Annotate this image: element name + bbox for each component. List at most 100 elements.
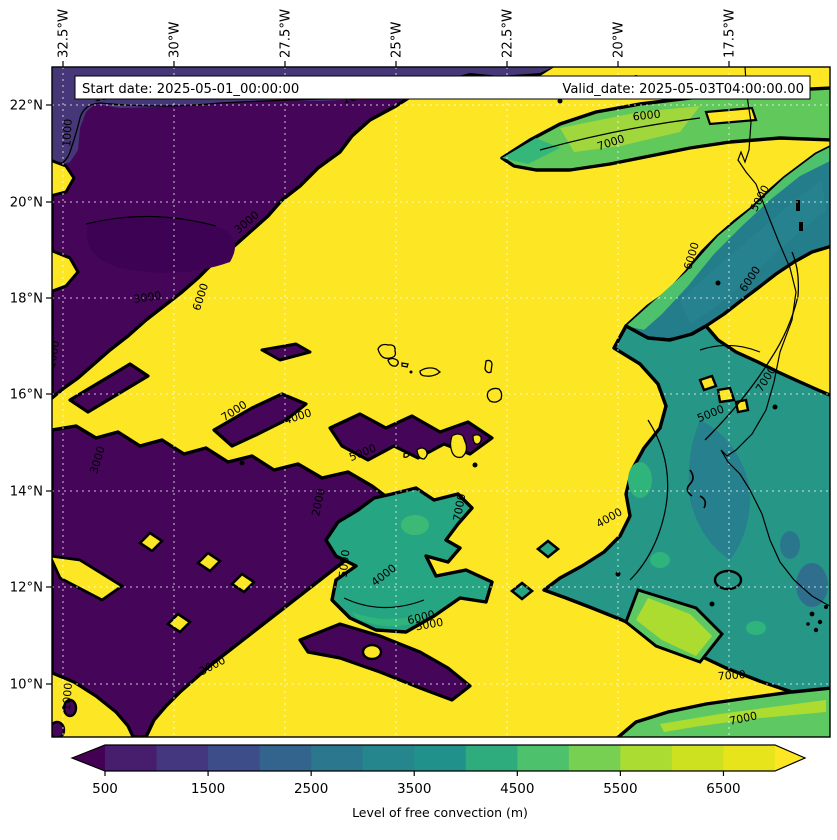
- colorbar-under-arrow: [72, 745, 105, 771]
- green-band-inner-contour: [539, 117, 701, 151]
- teal-mass-inner-contour2: [699, 344, 761, 353]
- colorbar-segment: [259, 745, 312, 771]
- contour-label-3000: 3000: [133, 289, 163, 306]
- contour-label-3000: 3000: [414, 616, 444, 634]
- top-tick-label: 22.5°W: [501, 9, 516, 58]
- yellow-notch-2: [52, 249, 80, 293]
- colorbar-tick-label: 6500: [706, 781, 740, 797]
- top-tick-label: 20°W: [612, 22, 627, 58]
- cape-verde-islands: [377, 343, 503, 460]
- top-axis-ticks: 32.5°W 30°W 27.5°W 25°W 22.5°W 20°W 17.5°W: [57, 9, 738, 67]
- black-dot-8: [239, 460, 245, 466]
- island-maio: [472, 434, 482, 445]
- annotation-band: [74, 75, 811, 100]
- colorbar-segment: [105, 745, 158, 771]
- green-strip-inner-light: [660, 700, 826, 732]
- teal-mass-light2: [650, 552, 670, 568]
- colorbar-segment: [465, 745, 518, 771]
- purple-strip-a: [68, 362, 150, 414]
- colorbar-segment: [517, 745, 570, 771]
- left-tick-label: 12°N: [10, 581, 43, 596]
- teal-diamond-1: [535, 539, 561, 559]
- contour-label-7000: 7000: [728, 709, 758, 728]
- green-patch-inner: [636, 598, 712, 656]
- teal-blob-inner-contour: [343, 597, 425, 609]
- colorbar-segment: [208, 745, 261, 771]
- coast-mark-2: [799, 222, 803, 231]
- island-santo-antao: [377, 343, 397, 359]
- top-tick-label: 27.5°W: [279, 9, 294, 58]
- purple-dot-sw2: [52, 720, 66, 737]
- africa-coastline: [720, 67, 830, 607]
- yellow-hole-e3: [734, 398, 750, 414]
- squiggle-1: [686, 469, 694, 497]
- teal-mass-dark-spot2: [780, 531, 800, 559]
- squiggle-2: [699, 495, 707, 509]
- island-brava: [403, 452, 410, 458]
- top-tick-label: 32.5°W: [57, 9, 72, 58]
- colorbar-segment: [620, 745, 673, 771]
- colorbar-segment: [156, 745, 209, 771]
- colorbar-tick-label: 5500: [603, 781, 637, 797]
- black-dot-4: [772, 404, 778, 410]
- yellow-hole-e2: [716, 386, 736, 404]
- region-darkest-patch: [86, 217, 235, 273]
- colorbar: 500 1500 2500 3500 4500 5500 6500: [70, 744, 807, 797]
- teal-mass-inner-contour1: [629, 419, 669, 581]
- left-tick-label: 14°N: [10, 485, 43, 500]
- colorbar-segment: [568, 745, 621, 771]
- teal-mass-light3: [746, 621, 766, 635]
- colorbar-label: Level of free convection (m): [352, 805, 528, 820]
- plot-border: [51, 66, 831, 738]
- purple-strip-c: [328, 412, 494, 462]
- contour-label-1000: 1000: [60, 682, 75, 711]
- yellow-channel: [52, 554, 125, 602]
- island-dot: [409, 370, 413, 374]
- island-santa-luzia: [401, 362, 409, 368]
- colorbar-segment: [414, 745, 467, 771]
- contour-label-2000: 2000: [309, 487, 328, 517]
- colorbar-tick-label: 3500: [397, 781, 431, 797]
- left-tick-label: 22°N: [10, 99, 43, 114]
- contour-500-thin: [85, 215, 217, 227]
- island-santiago: [449, 433, 468, 459]
- island-fogo: [416, 447, 428, 460]
- colorbar-segment: [723, 745, 776, 771]
- black-dot-2: [557, 98, 563, 104]
- purple-dot-sw1: [62, 698, 78, 718]
- yellow-hole-2: [195, 551, 223, 573]
- gridlines: [52, 67, 830, 737]
- green-band-yellow-slit: [704, 106, 758, 126]
- teal-mass-dark-core: [688, 420, 751, 560]
- yellow-hole-e1: [698, 374, 718, 392]
- island-boa-vista: [486, 387, 503, 403]
- black-dot-3: [715, 280, 721, 286]
- yellow-hole-3: [165, 612, 193, 634]
- left-tick-label: 18°N: [10, 292, 43, 307]
- coast-mark-1: [796, 200, 800, 211]
- contour-7000-thin: [704, 251, 800, 441]
- green-band-tip-dark: [502, 138, 560, 164]
- colorbar-over-arrow: [775, 745, 805, 771]
- contour-label-6000: 6000: [632, 108, 661, 124]
- colorbar-segment: [362, 745, 415, 771]
- top-tick-label: 25°W: [390, 22, 405, 58]
- start-date-text: Start date: 2025-05-01_00:00:00: [82, 82, 299, 97]
- teal-band-core-dark: [680, 180, 826, 324]
- contour-label-1000: 1000: [45, 339, 63, 369]
- left-axis-ticks: 22°N 20°N 18°N 16°N 14°N 12°N 10°N: [10, 99, 52, 693]
- teal-ring-blob: [713, 569, 743, 591]
- map-area: 1000100010003000300060001000700040005000…: [45, 67, 830, 737]
- bijagos-islands: [806, 605, 828, 633]
- valid-date-text: Valid_date: 2025-05-03T04:00:00.00: [562, 82, 804, 97]
- contour-label-7000: 7000: [451, 492, 469, 522]
- black-dot-5: [615, 571, 621, 577]
- region-teal-center-blob: [324, 486, 494, 634]
- island-sao-nicolau: [419, 367, 442, 377]
- teal-mass-dark-spot1: [796, 563, 828, 607]
- contour-label-7000: 7000: [717, 668, 746, 683]
- teal-blob-light-sliver: [352, 612, 428, 627]
- yellow-hole-1: [137, 531, 165, 553]
